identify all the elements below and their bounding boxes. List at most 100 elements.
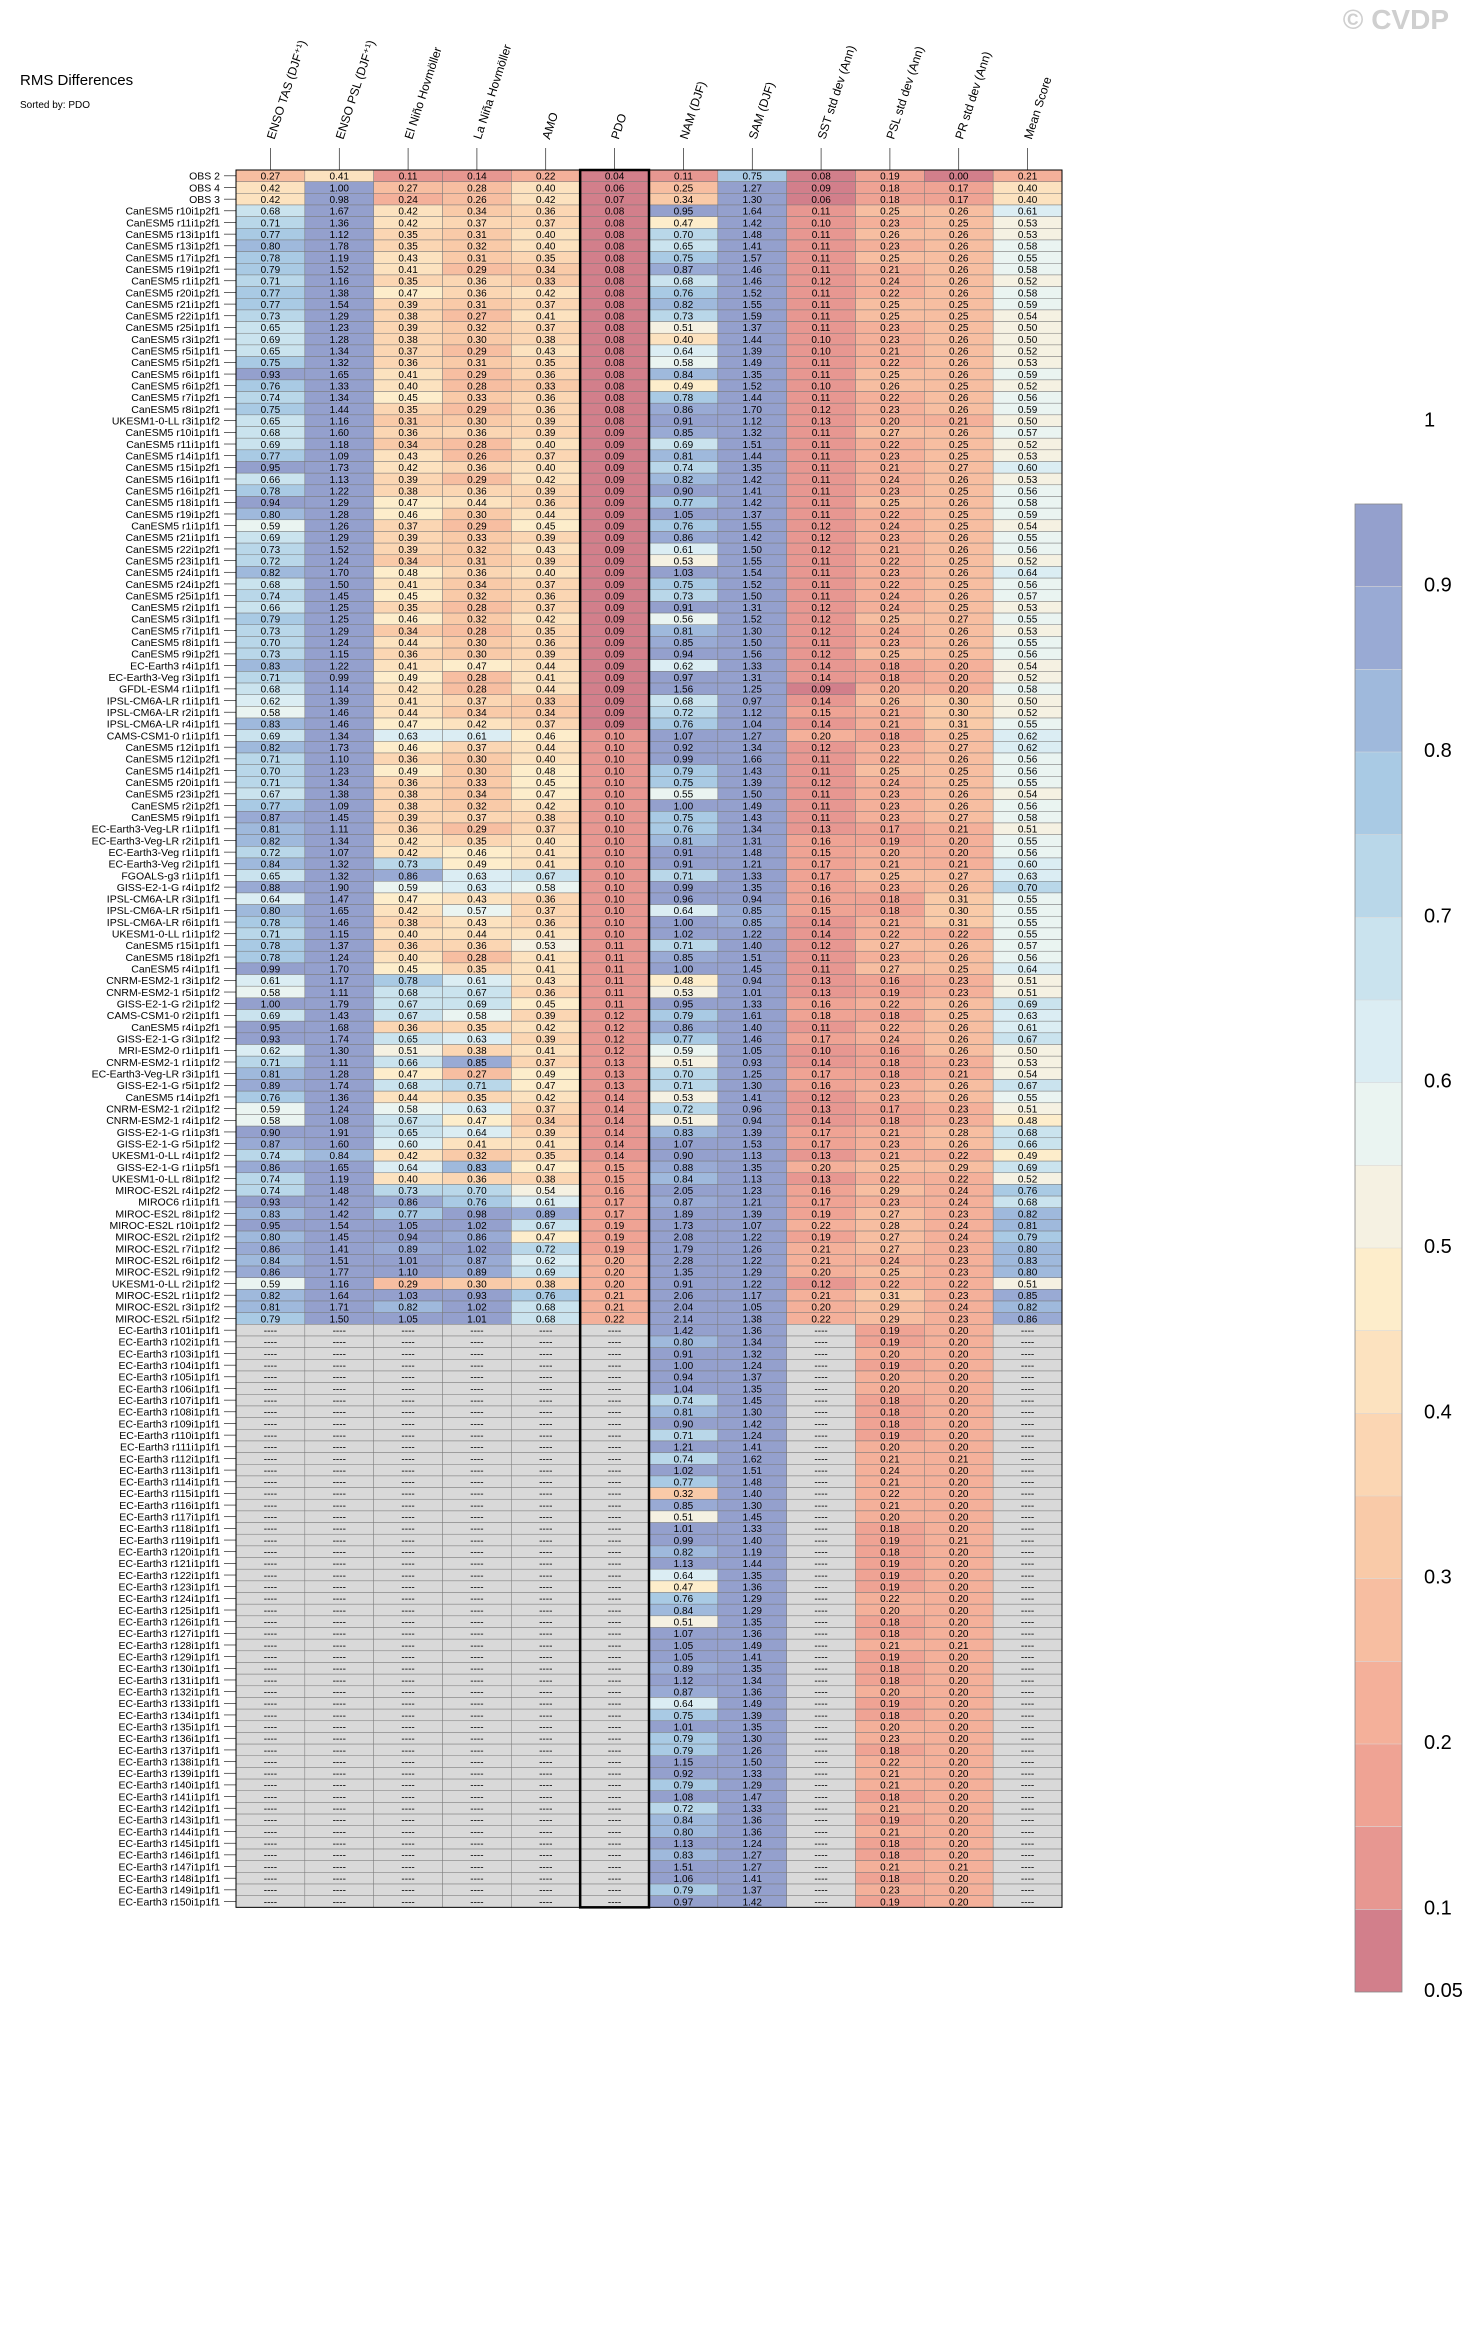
cell-value: 0.34 (467, 580, 487, 591)
column-header-nam-djf: NAM (DJF) (677, 80, 709, 141)
cell-value: 0.82 (261, 1291, 281, 1302)
cell-value: 0.09 (605, 580, 625, 591)
cell-value: 0.93 (261, 1035, 281, 1046)
cell-value: 0.47 (674, 218, 694, 229)
row-label: CanESM5 r22i1p2f1 (125, 544, 220, 556)
cell-value: 0.47 (467, 661, 487, 672)
cell-value: 1.12 (674, 1676, 694, 1687)
cell-value: 0.23 (880, 953, 900, 964)
cell-value: 0.32 (467, 591, 487, 602)
cell-value: ---- (470, 1897, 483, 1908)
cell-value: 1.34 (330, 393, 350, 404)
cell-value: 0.30 (467, 755, 487, 766)
cell-value: 1.22 (743, 930, 763, 941)
colorbar-segment (1355, 752, 1402, 835)
cell-value: ---- (470, 1687, 483, 1698)
cell-value: 0.19 (880, 1571, 900, 1582)
cell-value: 0.09 (811, 183, 831, 194)
cell-value: 1.40 (743, 941, 763, 952)
cell-value: ---- (401, 1781, 414, 1792)
cell-value: ---- (333, 1384, 346, 1395)
cell-value: 0.21 (880, 1641, 900, 1652)
cell-value: ---- (608, 1513, 621, 1524)
cell-value: 0.37 (536, 603, 556, 614)
cell-value: 0.97 (743, 696, 763, 707)
cell-value: 0.55 (1018, 895, 1038, 906)
cell-value: 0.23 (949, 1291, 969, 1302)
cell-value: 0.26 (949, 358, 969, 369)
cell-value: 0.19 (880, 1652, 900, 1663)
cell-value: 0.86 (261, 1163, 281, 1174)
cell-value: 0.64 (674, 347, 694, 358)
cell-value: 1.60 (330, 428, 350, 439)
cell-value: 0.32 (467, 1151, 487, 1162)
cell-value: 0.60 (1018, 860, 1038, 871)
cell-value: ---- (814, 1816, 827, 1827)
cell-value: 1.28 (330, 1069, 350, 1080)
cell-value: 0.70 (261, 766, 281, 777)
cell-value: 0.44 (398, 1093, 418, 1104)
cell-value: 0.09 (605, 533, 625, 544)
cell-value: 0.41 (398, 661, 418, 672)
cell-value: 0.51 (674, 1618, 694, 1629)
cell-value: 0.76 (467, 1198, 487, 1209)
row-label: UKESM1-0-LL r8i1p1f2 (112, 1173, 220, 1185)
cell-value: 0.25 (949, 486, 969, 497)
cell-value: 0.20 (949, 1443, 969, 1454)
cell-value: 0.20 (949, 1373, 969, 1384)
cell-value: 0.72 (674, 1104, 694, 1115)
cell-value: 0.11 (605, 988, 624, 999)
cell-value: ---- (470, 1652, 483, 1663)
cell-value: 0.77 (674, 498, 694, 509)
cell-value: ---- (608, 1652, 621, 1663)
cell-value: 0.70 (674, 1069, 694, 1080)
cell-value: ---- (1021, 1781, 1034, 1792)
cell-value: ---- (401, 1827, 414, 1838)
cell-value: 0.87 (467, 1256, 487, 1267)
cell-value: 1.31 (743, 603, 763, 614)
cell-value: 0.14 (605, 1104, 625, 1115)
colorbar-segment (1355, 1826, 1402, 1910)
cell-value: 1.29 (743, 1594, 763, 1605)
cell-value: 0.65 (261, 347, 281, 358)
cell-value: 0.69 (1018, 1000, 1038, 1011)
row-label: CanESM5 r4i1p1f1 (131, 964, 220, 976)
cell-value: 0.21 (949, 1862, 969, 1873)
cell-value: 0.29 (880, 1314, 900, 1325)
row-label: EC-Earth3 r131i1p1f1 (118, 1675, 220, 1687)
cell-value: 0.60 (398, 1139, 418, 1150)
cell-value: ---- (470, 1734, 483, 1745)
cell-value: 0.16 (811, 883, 831, 894)
cell-value: ---- (608, 1501, 621, 1512)
cell-value: 0.31 (467, 230, 487, 241)
cell-value: 1.24 (743, 1839, 763, 1850)
cell-value: 0.31 (949, 720, 969, 731)
cell-value: 0.12 (811, 743, 831, 754)
cell-value: 0.24 (880, 626, 900, 637)
cell-value: ---- (264, 1757, 277, 1768)
cell-value: 0.25 (880, 650, 900, 661)
cell-value: 1.50 (330, 580, 350, 591)
cell-value: 0.16 (811, 1081, 831, 1092)
cell-value: 0.49 (536, 1069, 556, 1080)
cell-value: 0.11 (812, 288, 831, 299)
cell-value: 0.34 (536, 708, 556, 719)
cell-value: 0.26 (949, 790, 969, 801)
cell-value: 0.45 (536, 521, 556, 532)
row-label: EC-Earth3 r117i1p1f1 (119, 1512, 220, 1524)
cell-value: ---- (264, 1781, 277, 1792)
cell-value: 1.01 (467, 1314, 487, 1325)
cell-value: 1.14 (330, 685, 350, 696)
cell-value: 1.17 (330, 976, 350, 987)
cell-value: 1.00 (674, 918, 694, 929)
cell-value: ---- (608, 1839, 621, 1850)
row-label: MIROC-ES2L r2i1p1f2 (115, 1232, 220, 1244)
cell-value: 0.24 (398, 195, 418, 206)
cell-value: 0.39 (536, 1011, 556, 1022)
cell-value: ---- (1021, 1326, 1034, 1337)
cell-value: 0.36 (536, 393, 556, 404)
cell-value: 0.72 (674, 1804, 694, 1815)
cell-value: 0.47 (398, 498, 418, 509)
cell-value: 0.19 (811, 1209, 831, 1220)
cell-value: 0.11 (812, 556, 831, 567)
